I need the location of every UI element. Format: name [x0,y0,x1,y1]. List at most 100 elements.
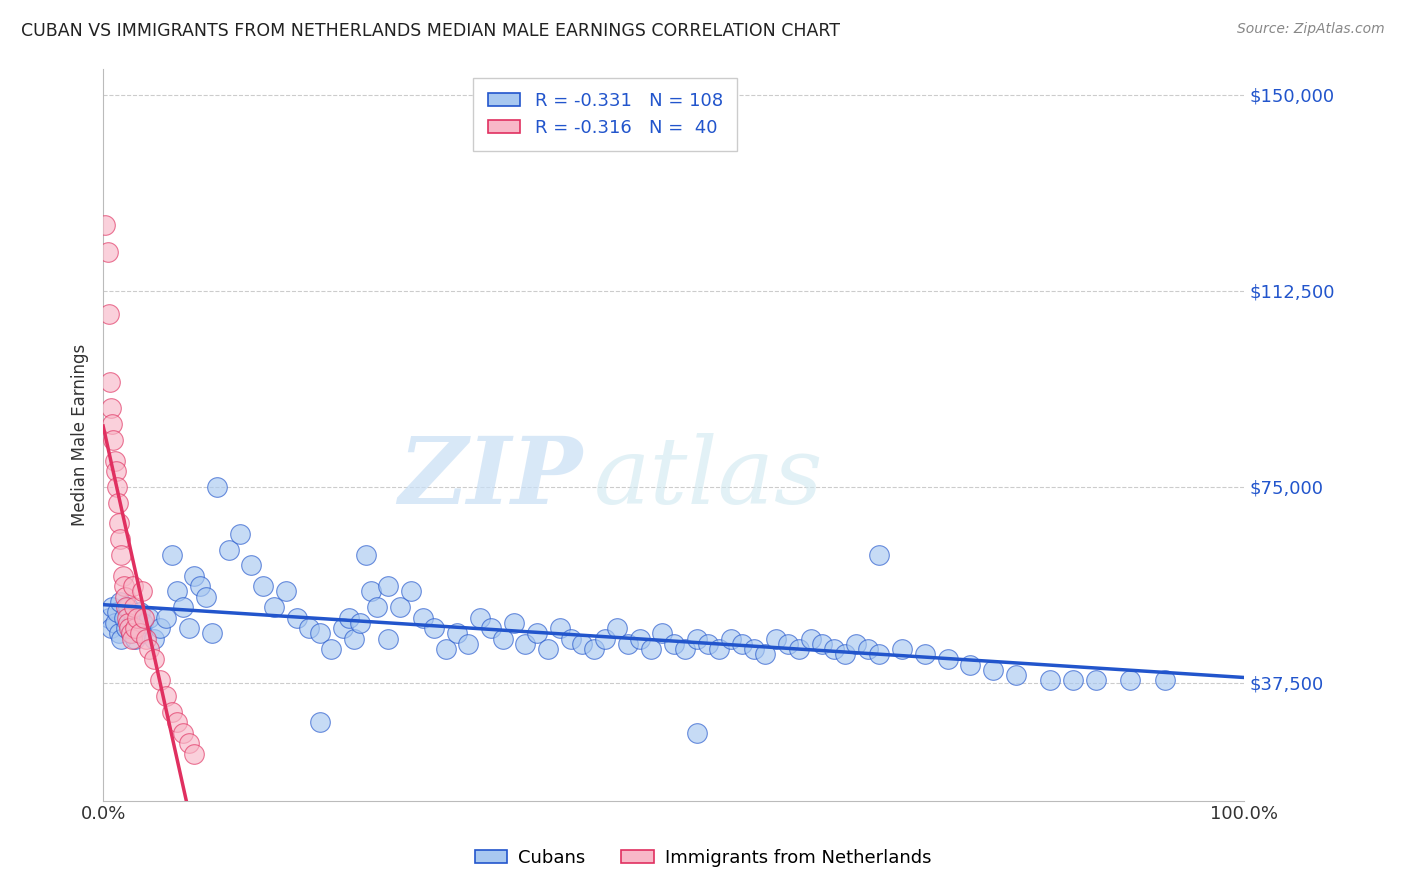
Point [617,637,640,651]
Point [297,621,319,635]
Point [595,632,617,646]
Point [1085,673,1108,688]
Point [107,495,129,509]
Point [101,417,124,431]
Point [127,610,149,624]
Point [128,606,150,620]
Point [135,632,157,646]
Point [868,647,890,661]
Point [709,642,731,657]
Point [337,610,360,624]
Point [104,464,127,478]
Point [120,626,142,640]
Point [720,632,742,646]
Point [131,626,153,640]
Point [582,642,605,657]
Point [787,642,810,657]
Point [155,610,177,624]
Point [423,621,446,635]
Point [662,637,685,651]
Point [343,632,366,646]
Point [105,606,128,620]
Text: ZIP: ZIP [398,434,582,524]
Point [479,621,502,635]
Point [868,548,890,562]
Point [606,621,628,635]
Point [526,626,548,640]
Point [110,548,132,562]
Point [914,647,936,661]
Point [177,621,200,635]
Point [194,590,217,604]
Point [811,637,834,651]
Point [731,637,754,651]
Legend: R = -0.331   N = 108, R = -0.316   N =  40: R = -0.331 N = 108, R = -0.316 N = 40 [474,78,737,152]
Point [94,219,117,233]
Point [388,600,411,615]
Point [823,642,845,657]
Point [138,610,160,624]
Point [240,558,263,573]
Point [117,600,139,615]
Point [503,615,526,630]
Point [100,621,122,635]
Point [1039,673,1062,688]
Point [959,657,981,672]
Point [936,652,959,666]
Point [754,647,776,661]
Point [110,632,132,646]
Point [571,637,593,651]
Point [114,590,136,604]
Point [110,595,132,609]
Point [366,600,388,615]
Point [377,632,399,646]
Point [321,642,343,657]
Point [354,548,377,562]
Point [252,579,274,593]
Point [121,615,143,630]
Point [891,642,914,657]
Point [143,632,166,646]
Point [100,401,122,416]
Point [640,642,662,657]
Point [229,527,252,541]
Point [103,615,125,630]
Point [128,626,150,640]
Point [800,632,823,646]
Point [118,621,141,635]
Point [110,532,132,546]
Point [115,621,138,635]
Point [121,632,143,646]
Point [149,673,172,688]
Point [97,610,120,624]
Point [834,647,856,661]
Point [349,615,371,630]
Point [101,600,124,615]
Text: atlas: atlas [593,434,824,524]
Point [673,642,696,657]
Y-axis label: Median Male Earnings: Median Male Earnings [72,343,89,525]
Point [112,610,135,624]
Point [115,600,138,615]
Point [108,516,131,531]
Point [446,626,468,640]
Point [134,610,156,624]
Point [103,453,125,467]
Point [108,626,131,640]
Point [121,579,143,593]
Point [776,637,799,651]
Point [685,632,707,646]
Point [143,652,166,666]
Point [127,621,149,635]
Point [97,307,120,321]
Point [309,715,332,730]
Point [628,632,651,646]
Point [132,615,155,630]
Point [177,736,200,750]
Point [457,637,479,651]
Point [548,621,571,635]
Point [537,642,560,657]
Point [124,632,146,646]
Point [218,542,240,557]
Text: Source: ZipAtlas.com: Source: ZipAtlas.com [1237,22,1385,37]
